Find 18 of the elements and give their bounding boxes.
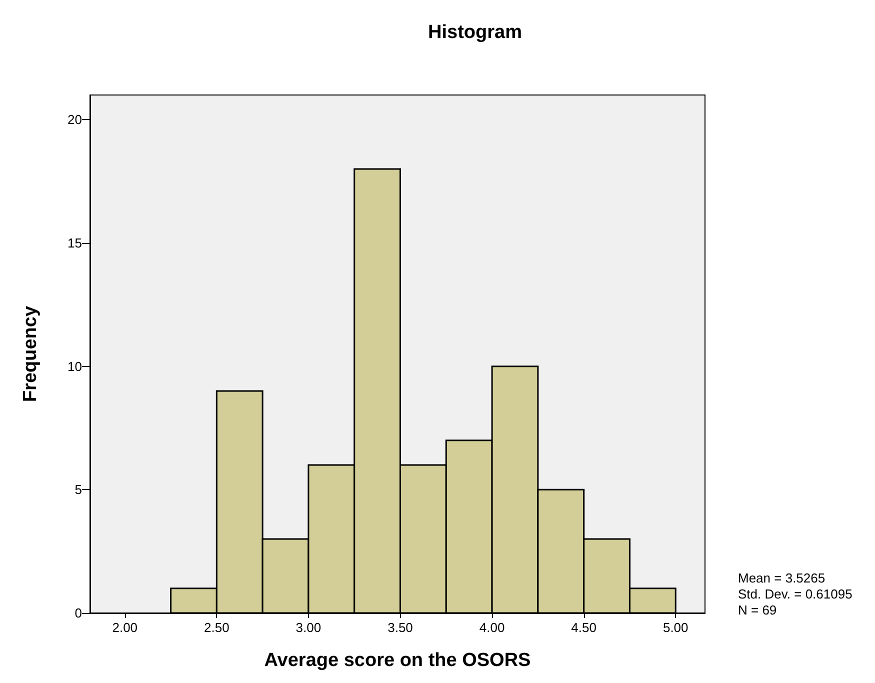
x-tick-label: 4.00 [479,620,505,635]
text: Mean = 3.5265 [738,570,826,586]
x-tick-label: 2.00 [112,620,138,635]
x-axis-title: Average score on the OSORS [264,650,531,671]
x-tick-label: 3.50 [388,620,413,635]
x-tick-label: 2.50 [204,620,230,635]
y-tick-label: 20 [68,112,82,128]
y-tick-label: 15 [68,236,82,250]
y-tick-label: 0 [74,606,82,620]
chart-title: Histogram [428,22,522,43]
text: N = 69 [738,602,777,618]
text: Std. Dev. = 0.61095 [738,586,852,602]
y-tick-label: 5 [74,482,82,498]
x-tick-label: 4.50 [571,620,596,635]
y-axis-title: Frequency [20,306,41,402]
x-tick-label: 5.00 [662,620,688,635]
x-tick-label: 3.00 [296,620,322,635]
y-tick-label: 10 [68,358,82,374]
